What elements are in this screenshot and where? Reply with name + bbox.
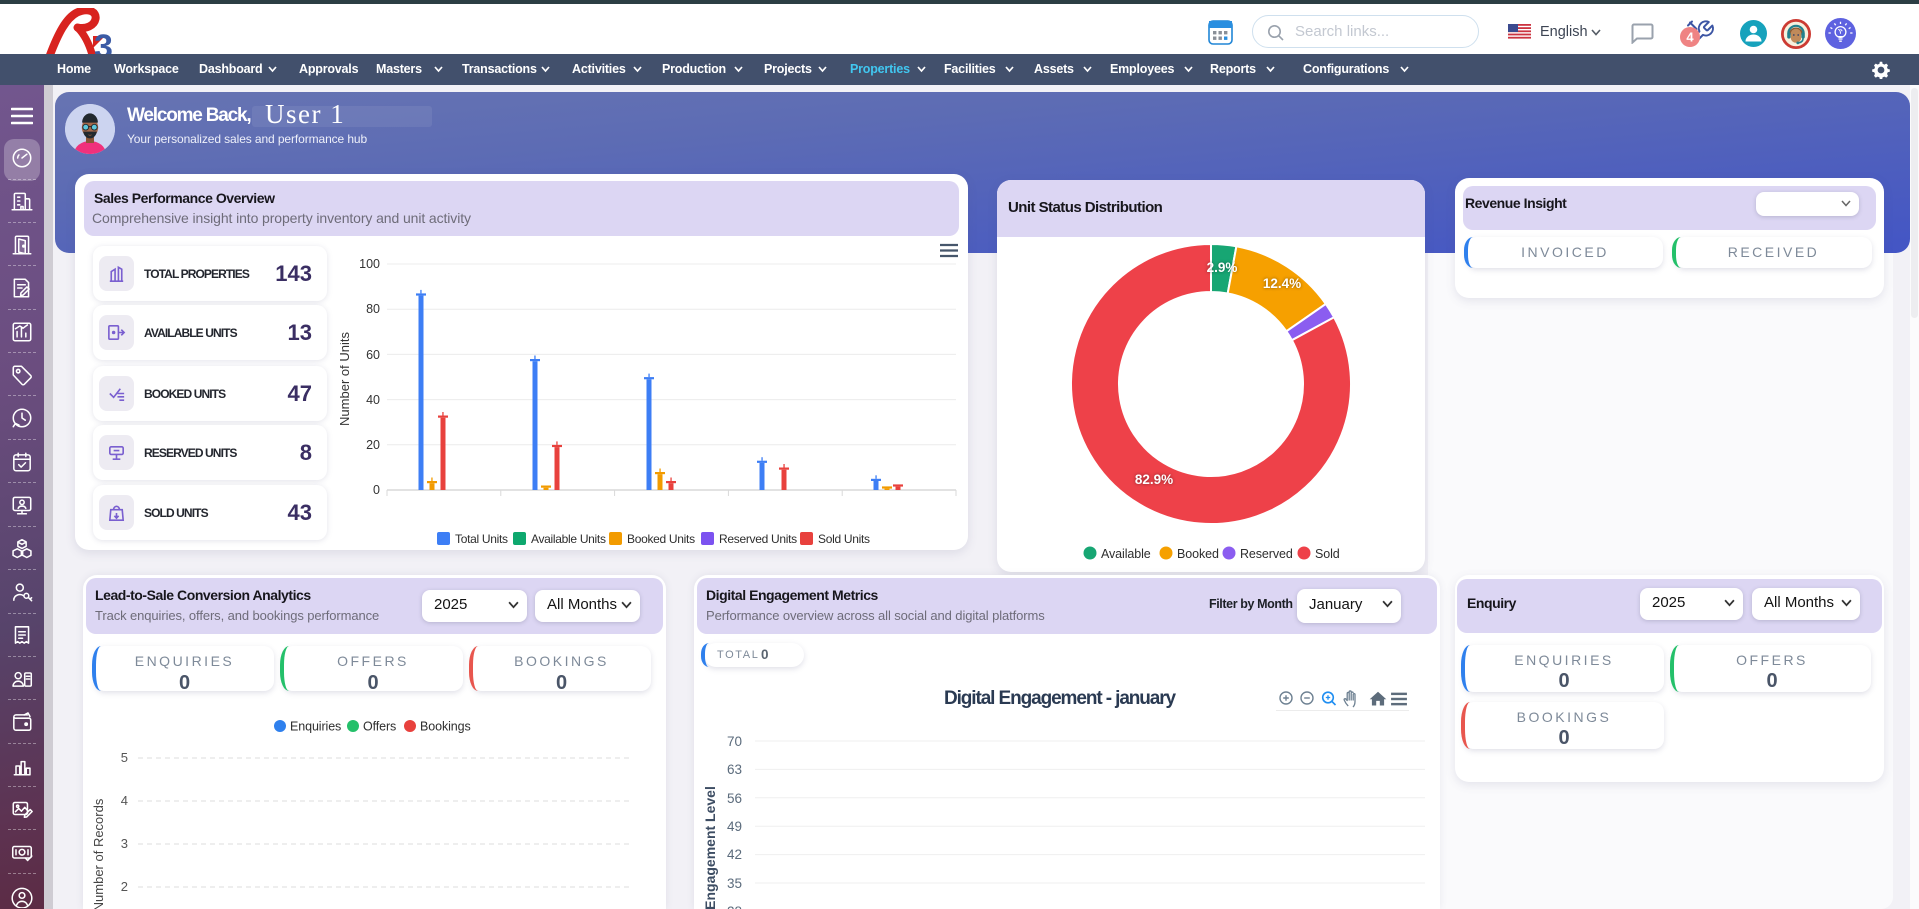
svg-text:4: 4	[121, 793, 128, 808]
svg-text:Engagement Level: Engagement Level	[702, 786, 718, 909]
svg-text:Reserved Units: Reserved Units	[719, 532, 797, 546]
svg-text:Reserved: Reserved	[1240, 547, 1293, 561]
svg-text:40: 40	[366, 393, 380, 407]
svg-text:5: 5	[121, 750, 128, 765]
svg-text:Enquiries: Enquiries	[290, 720, 341, 734]
svg-text:100: 100	[359, 257, 380, 271]
svg-text:Available Units: Available Units	[531, 532, 606, 546]
svg-text:Bookings: Bookings	[420, 720, 471, 734]
svg-text:42: 42	[727, 847, 742, 862]
svg-text:63: 63	[727, 762, 742, 777]
svg-text:3: 3	[94, 28, 113, 58]
svg-text:Available: Available	[1101, 547, 1151, 561]
svg-text:Booked Units: Booked Units	[627, 532, 695, 546]
svg-text:28: 28	[727, 904, 742, 909]
svg-text:3: 3	[121, 836, 128, 851]
svg-text:Number of Records: Number of Records	[91, 798, 106, 909]
svg-text:12.4%: 12.4%	[1263, 276, 1301, 291]
svg-text:Sold: Sold	[1315, 547, 1340, 561]
svg-text:60: 60	[366, 348, 380, 362]
svg-text:Sold Units: Sold Units	[818, 532, 870, 546]
svg-text:4: 4	[1686, 30, 1694, 45]
svg-text:Number of Units: Number of Units	[340, 332, 352, 426]
svg-text:80: 80	[366, 302, 380, 316]
svg-text:Offers: Offers	[363, 720, 396, 734]
svg-text:Booked: Booked	[1177, 547, 1219, 561]
svg-text:49: 49	[727, 819, 742, 834]
svg-text:35: 35	[727, 876, 742, 891]
svg-text:82.9%: 82.9%	[1135, 472, 1173, 487]
svg-text:70: 70	[727, 734, 742, 749]
svg-text:2: 2	[121, 879, 128, 894]
svg-text:0: 0	[373, 483, 380, 497]
svg-text:56: 56	[727, 791, 742, 806]
svg-text:20: 20	[366, 438, 380, 452]
svg-text:2.9%: 2.9%	[1207, 260, 1238, 275]
svg-text:Total Units: Total Units	[455, 532, 508, 546]
